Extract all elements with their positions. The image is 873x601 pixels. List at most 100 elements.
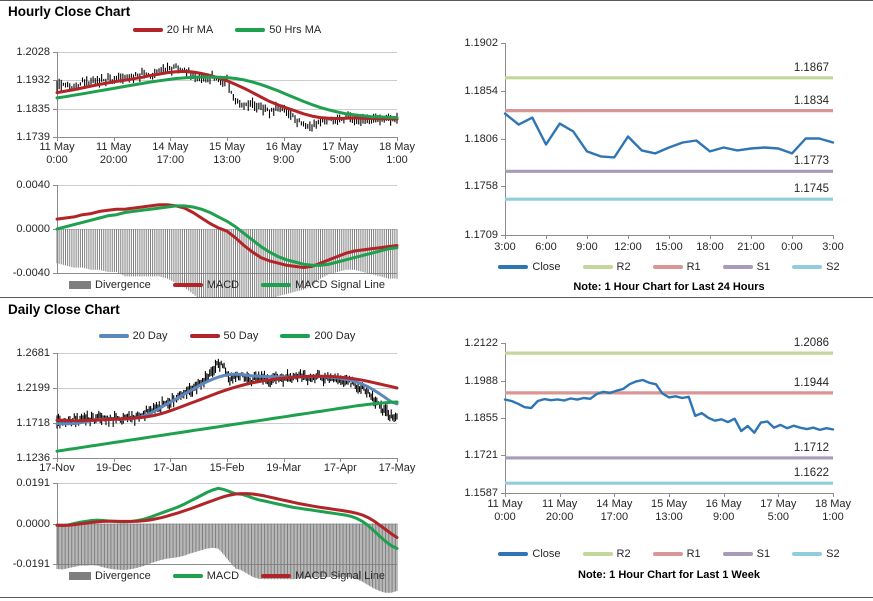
legend-label: S2 (826, 261, 840, 273)
y-tick-label: 0.0191 (16, 477, 50, 489)
hourly-section-title: Hourly Close Chart (8, 4, 131, 19)
line-swatch-icon (792, 552, 823, 556)
x-tick-label: 3:00 (822, 241, 844, 253)
y-tick-label: 1.1835 (16, 102, 50, 115)
y-tick-label: 1.1806 (464, 132, 498, 145)
y-tick-label: 1.2681 (16, 347, 50, 359)
line-swatch-icon (98, 334, 129, 338)
line-swatch-icon (722, 552, 753, 556)
legend-label: R1 (686, 548, 701, 560)
daily-pivot-note: Note: 1 Hour Chart for Last 1 Week (578, 569, 760, 581)
y-tick-label: 1.1718 (16, 416, 50, 429)
legend-label: 50 Hrs MA (269, 24, 322, 36)
x-tick-label: 6:00 (535, 241, 557, 253)
legend-label: 200 Day (314, 330, 356, 342)
legend-label: 20 Hr MA (166, 24, 214, 36)
legend-label: Close (532, 548, 561, 560)
daily-macd-chart: 0.0191 0.0000 -0.0191 Divergence MACD MACD Si… (0, 477, 442, 597)
legend-item-macd-signal-line: MACD Signal Line (261, 570, 385, 582)
line-swatch-icon (172, 283, 203, 287)
legend-item-divergence: Divergence (69, 570, 151, 582)
legend-item-s1: S1 (722, 261, 771, 273)
y-tick-label: 1.1758 (464, 180, 498, 193)
y-tick-label: 1.1855 (464, 411, 498, 424)
y-tick-label: 1.2199 (16, 382, 50, 395)
y-tick-label: -0.0040 (12, 267, 50, 279)
x-tick-label: 9:00 (576, 241, 598, 253)
legend-label: Close (532, 261, 561, 273)
legend-item-r1: R1 (652, 548, 701, 560)
x-tick-label: 17-Nov (39, 462, 75, 474)
legend-label: MACD (206, 570, 240, 582)
hourly_price-plot (53, 52, 399, 141)
legend-label: MACD (206, 279, 240, 291)
line-swatch-icon (261, 283, 292, 287)
hourly-macd-chart: 0.0040 0.0000 -0.0040 Divergence MACD MACD Si… (0, 175, 440, 297)
legend-label: Divergence (95, 279, 151, 291)
y-tick-label: 1.1902 (464, 37, 498, 49)
line-swatch-icon (280, 334, 311, 338)
daily_price-plot (53, 353, 399, 462)
line-swatch-icon (172, 574, 203, 578)
legend-label: MACD Signal Line (295, 279, 385, 291)
y-tick-label: 1.1236 (16, 452, 50, 464)
x-tick-label: 17-Jan (153, 462, 188, 474)
x-tick-label: 18:00 (696, 241, 724, 253)
x-tick-label: 15 May 13:00 (650, 498, 688, 523)
x-tick-label: 12:00 (614, 241, 642, 253)
legend-daily_macd: Divergence MACD MACD Signal Line (12, 570, 442, 582)
y-tick-label: 0.0040 (16, 179, 50, 191)
hourly_pivot-plot (501, 43, 835, 239)
bottom-divider (0, 597, 873, 598)
level-label-r1: 1.1944 (793, 376, 829, 389)
x-tick-label: 15-Feb (209, 462, 245, 474)
line-swatch-icon (652, 552, 683, 556)
x-tick-label: 18 May 1:00 (814, 498, 852, 523)
legend-item-macd: MACD (172, 279, 240, 291)
legend-item-r2: R2 (582, 548, 631, 560)
legend-daily_price: 20 Day 50 Day 200 Day (12, 330, 442, 342)
legend-hourly_pivot: Close R2 R1 S1 S2 (460, 261, 873, 273)
legend-item-s2: S2 (792, 548, 840, 560)
legend-label: MACD Signal Line (295, 570, 385, 582)
legend-label: 20 Day (132, 330, 168, 342)
y-tick-label: 1.1739 (16, 131, 50, 143)
y-tick-label: 0.0000 (16, 517, 50, 530)
daily_macd-plot (53, 483, 399, 593)
x-tick-label: 15:00 (655, 241, 683, 253)
x-tick-label: 0:00 (781, 241, 803, 253)
y-tick-label: 1.1932 (16, 74, 50, 87)
daily_pivot-plot (501, 343, 835, 497)
legend-item-200-day: 200 Day (280, 330, 355, 342)
x-tick-label: 21:00 (737, 241, 765, 253)
x-tick-label: 16 May 9:00 (705, 498, 742, 523)
daily-section-title: Daily Close Chart (8, 302, 120, 317)
x-tick-label: 3:00 (494, 241, 516, 253)
level-label-s2: 1.1622 (793, 467, 829, 480)
y-tick-label: 1.1854 (464, 84, 498, 97)
legend-hourly_macd: Divergence MACD MACD Signal Line (12, 279, 442, 291)
daily-price-chart: 1.2681 1.2199 1.1718 1.1236 17-Nov 19-Dec 17-J… (0, 318, 440, 480)
line-swatch-icon (792, 265, 823, 269)
hourly-pivot-note: Note: 1 Hour Chart for Last 24 Hours (573, 281, 765, 293)
x-tick-label: 11 May 20:00 (96, 141, 132, 166)
level-label-r2: 1.1867 (793, 61, 829, 74)
x-tick-label: 11 May 0:00 (487, 498, 523, 523)
line-swatch-icon (722, 265, 753, 269)
level-label-s2: 1.1745 (793, 183, 829, 196)
legend-item-r2: R2 (582, 261, 631, 273)
line-swatch-icon (498, 265, 529, 269)
legend-label: S1 (756, 261, 771, 273)
legend-item-50-hrs-ma: 50 Hrs MA (235, 24, 321, 36)
legend-label: R2 (616, 548, 631, 560)
legend-label: S2 (826, 548, 840, 560)
line-swatch-icon (582, 265, 613, 269)
y-tick-label: 1.2028 (16, 46, 50, 58)
hourly_macd-plot (53, 185, 399, 297)
x-tick-label: 14 May 17:00 (596, 498, 633, 523)
line-swatch-icon (189, 334, 220, 338)
x-tick-label: 11 May 20:00 (542, 498, 578, 523)
line-swatch-icon (235, 28, 266, 32)
x-tick-label: 19-Dec (95, 462, 132, 474)
y-tick-label: 1.2122 (464, 337, 498, 349)
